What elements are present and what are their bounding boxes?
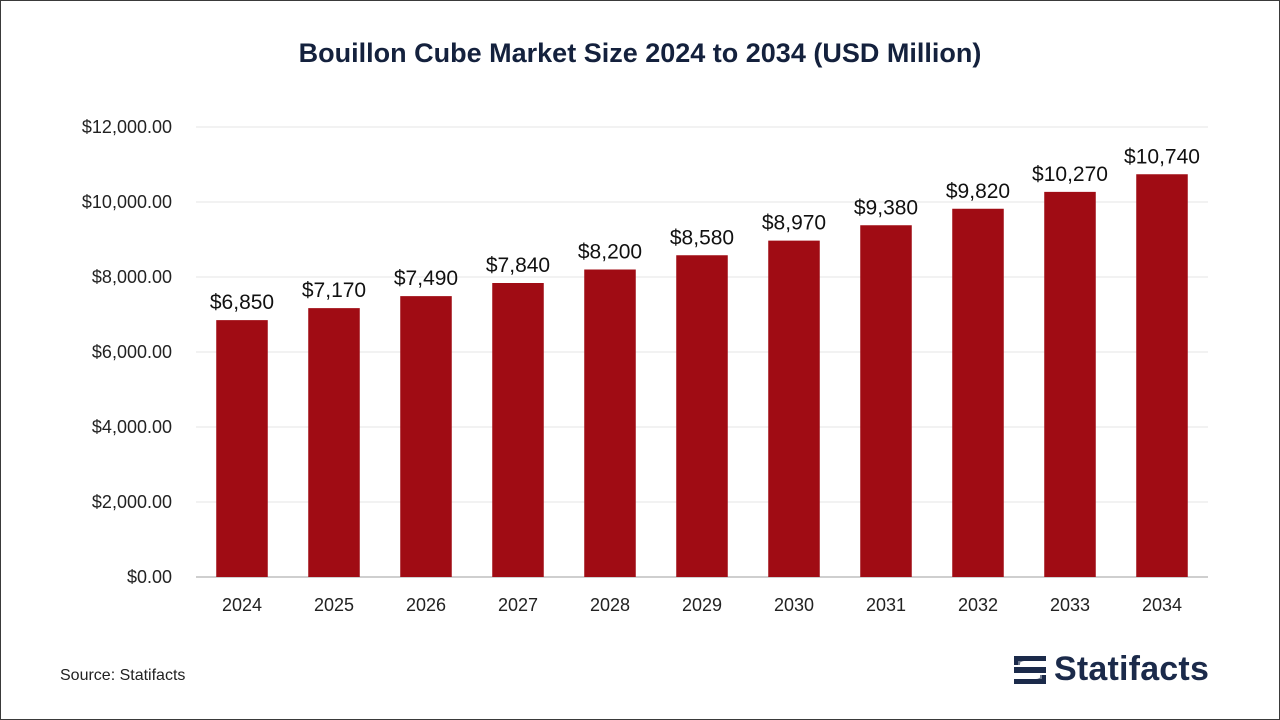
statifacts-logo-icon xyxy=(1012,651,1048,688)
x-tick-label: 2026 xyxy=(406,595,446,615)
bar-value-label: $8,580 xyxy=(670,226,734,249)
y-tick-label: $12,000.00 xyxy=(82,117,172,137)
x-tick-label: 2033 xyxy=(1050,595,1090,615)
bar-value-label: $9,820 xyxy=(946,180,1010,203)
bar-value-label: $7,490 xyxy=(394,267,458,290)
bar xyxy=(860,225,912,577)
x-tick-label: 2027 xyxy=(498,595,538,615)
bar xyxy=(768,240,820,577)
source-note: Source: Statifacts xyxy=(60,667,186,684)
x-tick-label: 2028 xyxy=(590,595,630,615)
y-tick-label: $6,000.00 xyxy=(92,342,172,362)
bar-value-label: $8,970 xyxy=(762,212,826,235)
statifacts-logo: Statifacts xyxy=(1012,650,1209,689)
x-tick-label: 2030 xyxy=(774,595,814,615)
chart-title: Bouillon Cube Market Size 2024 to 2034 (… xyxy=(298,38,982,68)
bar xyxy=(216,320,268,577)
y-tick-label: $8,000.00 xyxy=(92,267,172,287)
y-tick-label: $4,000.00 xyxy=(92,417,172,437)
y-tick-label: $0.00 xyxy=(127,567,172,587)
bar xyxy=(584,269,636,577)
x-tick-label: 2024 xyxy=(222,595,262,615)
x-tick-label: 2034 xyxy=(1142,595,1182,615)
logo-text: Statifacts xyxy=(1054,650,1210,688)
bar xyxy=(1136,174,1188,577)
bar-value-label: $10,270 xyxy=(1032,163,1108,186)
bar-value-label: $8,200 xyxy=(578,241,642,264)
bar xyxy=(676,255,728,577)
bar xyxy=(1044,191,1096,577)
bar-value-label: $6,850 xyxy=(210,291,274,314)
x-tick-label: 2032 xyxy=(958,595,998,615)
bar-value-label: $7,170 xyxy=(302,279,366,302)
x-tick-label: 2031 xyxy=(866,595,906,615)
bar xyxy=(492,283,544,577)
bar xyxy=(952,208,1004,577)
x-tick-label: 2025 xyxy=(314,595,354,615)
y-tick-label: $10,000.00 xyxy=(82,192,172,212)
bar-value-label: $9,380 xyxy=(854,196,918,219)
bar xyxy=(400,296,452,577)
bar-value-label: $10,740 xyxy=(1124,145,1200,168)
x-tick-label: 2029 xyxy=(682,595,722,615)
y-tick-label: $2,000.00 xyxy=(92,492,172,512)
bar xyxy=(308,308,360,577)
bar-value-label: $7,840 xyxy=(486,254,550,277)
